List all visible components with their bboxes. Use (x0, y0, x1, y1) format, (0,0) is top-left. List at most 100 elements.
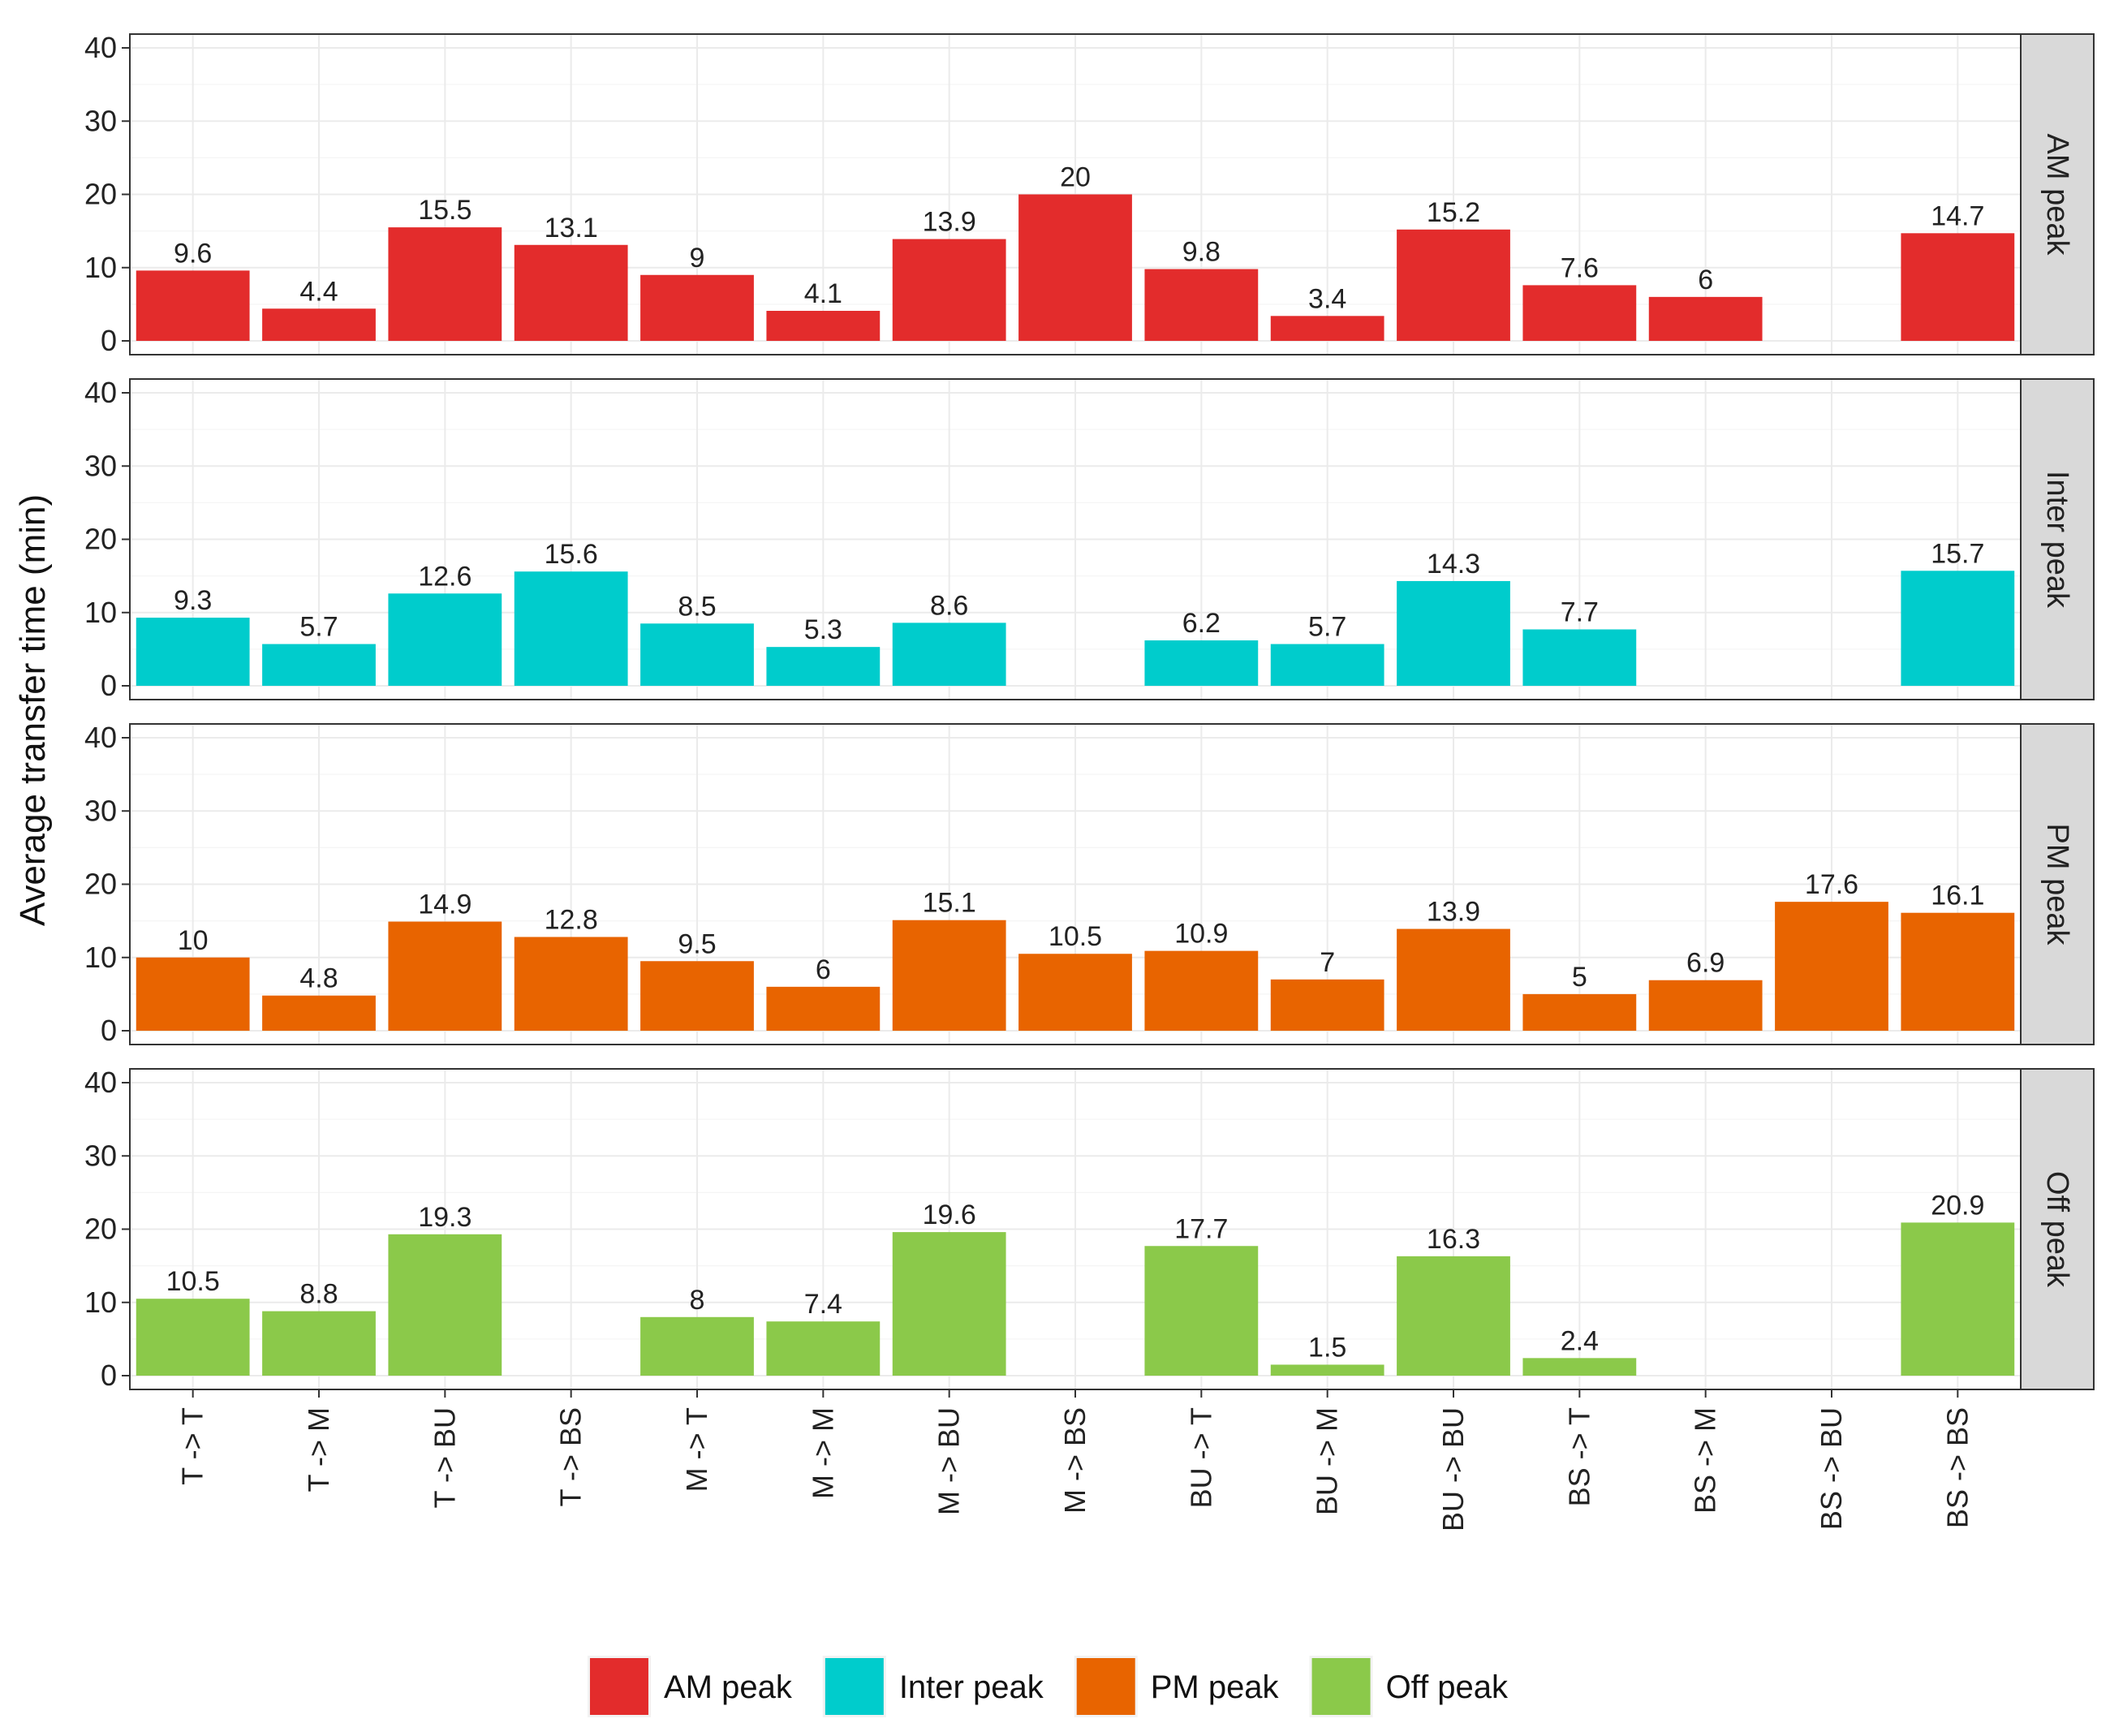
data-label: 7.7 (1561, 597, 1599, 628)
legend-label: AM peak (664, 1669, 793, 1705)
data-label: 5.3 (804, 614, 842, 645)
bar (766, 647, 881, 686)
facet-strip (2020, 1068, 2095, 1390)
bar (1901, 571, 2015, 686)
x-tick-label: BU -> M (1311, 1407, 1344, 1515)
data-label: 12.6 (418, 561, 472, 592)
bar (640, 961, 754, 1031)
facet-strip (2020, 378, 2095, 700)
bar (640, 623, 754, 686)
data-label: 16.1 (1931, 881, 1984, 911)
y-tick-label: 0 (101, 1359, 117, 1392)
bar (766, 986, 881, 1031)
data-label: 1.5 (1308, 1332, 1346, 1363)
bar (1397, 580, 1510, 686)
bar (1397, 928, 1510, 1031)
bar (388, 921, 502, 1031)
bar (388, 1234, 502, 1376)
x-tick-label: BU -> T (1184, 1407, 1217, 1508)
bar (640, 1316, 754, 1376)
data-label: 20 (1060, 162, 1091, 193)
bar (1522, 629, 1637, 686)
data-label: 14.9 (418, 890, 472, 920)
data-label: 8.8 (299, 1279, 338, 1310)
bar (514, 937, 628, 1031)
bar (514, 244, 628, 341)
facet-strip-label: PM peak (2040, 824, 2074, 946)
y-tick-label: 40 (84, 31, 117, 64)
bar (262, 1311, 376, 1376)
facet-strip (2020, 33, 2095, 355)
data-label: 8.6 (930, 590, 968, 621)
bar (1144, 269, 1259, 341)
bar (262, 644, 376, 686)
y-tick-label: 10 (84, 1286, 117, 1319)
data-label: 15.5 (418, 195, 472, 226)
x-tick-label: M -> BS (1058, 1407, 1092, 1514)
facet-strip-label: Inter peak (2040, 471, 2074, 609)
legend-swatch (1076, 1658, 1135, 1715)
data-label: 20.9 (1931, 1190, 1984, 1221)
y-axis-label: Average transfer time (min) (13, 494, 53, 926)
bar (1270, 644, 1384, 686)
data-label: 19.3 (418, 1202, 472, 1233)
bar (136, 618, 250, 686)
data-label: 17.6 (1805, 869, 1858, 900)
data-label: 12.8 (545, 904, 598, 935)
y-tick-label: 30 (84, 104, 117, 137)
data-label: 6.9 (1686, 948, 1725, 979)
x-tick-label: BS -> M (1689, 1407, 1722, 1514)
data-label: 7 (1320, 947, 1335, 978)
bar (514, 571, 628, 686)
data-label: 4.8 (299, 963, 338, 994)
data-label: 7.4 (804, 1289, 842, 1320)
bar (892, 239, 1006, 341)
x-tick-label: T -> T (176, 1407, 209, 1485)
bar (640, 274, 754, 341)
bar (892, 622, 1006, 686)
x-tick-label: T -> M (302, 1407, 335, 1492)
legend-label: PM peak (1151, 1669, 1280, 1705)
y-tick-label: 10 (84, 251, 117, 284)
bar (1270, 316, 1384, 341)
data-label: 9.8 (1182, 237, 1221, 268)
data-label: 19.6 (923, 1200, 976, 1230)
y-tick-label: 40 (84, 376, 117, 409)
data-label: 5 (1572, 962, 1587, 993)
x-tick-label: T -> BS (554, 1407, 588, 1506)
panel-pm-peak: 0 10 20 30 40 10 4.8 14.9 12.8 9.5 6 15.1 10.5 10.9 7 1… (84, 721, 2095, 1047)
bar (1522, 285, 1637, 341)
data-label: 16.3 (1427, 1224, 1480, 1255)
y-tick-label: 20 (84, 178, 117, 211)
data-label: 4.1 (804, 278, 842, 309)
bar (388, 593, 502, 686)
data-label: 14.7 (1931, 200, 1984, 231)
data-label: 13.9 (923, 207, 976, 238)
x-tick-label: M -> BU (932, 1407, 966, 1515)
x-tick-label: BS -> T (1562, 1407, 1595, 1506)
panel-off-peak: 0 10 20 30 40 10.5 8.8 19.3 8 7.4 19.6 17.7 1.5 16.3 2… (84, 1066, 2095, 1392)
x-axis: T -> T T -> M T -> BU T -> BS M -> T M -> M M … (176, 1389, 1974, 1531)
data-label: 10.9 (1174, 919, 1228, 950)
data-label: 15.1 (923, 888, 976, 919)
y-tick-label: 0 (101, 669, 117, 702)
x-tick-label: BS -> BS (1940, 1407, 1974, 1528)
bar (1397, 1256, 1510, 1376)
bar (892, 920, 1006, 1031)
data-label: 8.5 (678, 591, 716, 622)
facet-panels: 0 10 20 30 40 9.6 4.4 15.5 13.1 9 4.1 13.9 20 9.8 3.4 1… (84, 31, 2095, 1392)
data-label: 13.9 (1427, 897, 1480, 928)
y-tick-label: 30 (84, 794, 117, 827)
legend-item: PM peak (1074, 1656, 1280, 1717)
data-label: 15.6 (545, 539, 598, 570)
data-label: 6 (816, 954, 831, 985)
data-label: 8 (690, 1285, 705, 1316)
y-tick-label: 30 (84, 1139, 117, 1172)
bar (1901, 912, 2015, 1031)
bar (136, 1299, 250, 1376)
y-tick-label: 10 (84, 941, 117, 974)
data-label: 9.3 (174, 585, 212, 616)
bar (1775, 902, 1888, 1031)
y-tick-label: 20 (84, 1213, 117, 1246)
